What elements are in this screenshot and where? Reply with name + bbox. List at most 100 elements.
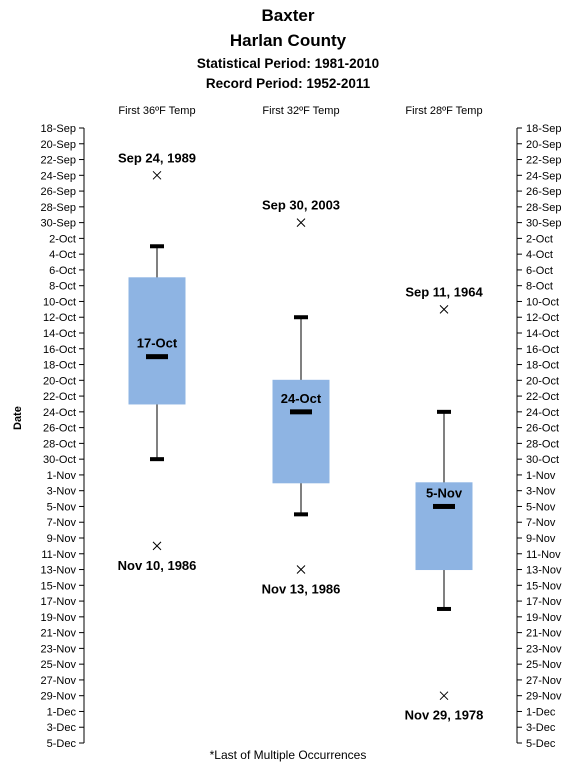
iqr-box: [415, 482, 473, 571]
y-tick-label-left: 5-Nov: [47, 501, 77, 513]
median-label: 17-Oct: [137, 336, 178, 351]
record-early-marker: [296, 218, 306, 227]
record-early-label: Sep 11, 1964: [405, 284, 483, 299]
record-period: Record Period: 1952-2011: [205, 76, 371, 91]
y-tick-label-right: 5-Dec: [526, 738, 556, 750]
y-tick-label-right: 10-Oct: [526, 296, 559, 308]
y-tick-label-right: 1-Dec: [526, 706, 556, 718]
y-tick-label-left: 19-Nov: [41, 612, 77, 624]
category-label-36: First 36ºF Temp: [118, 105, 196, 117]
footnote: *Last of Multiple Occurrences: [209, 748, 367, 762]
y-tick-label-left: 20-Sep: [41, 139, 76, 151]
median-bar: [290, 409, 312, 415]
y-tick-label-left: 26-Sep: [41, 186, 76, 198]
y-tick-label-right: 3-Dec: [526, 722, 556, 734]
y-tick-label-left: 12-Oct: [43, 312, 76, 324]
y-tick-label-left: 20-Oct: [43, 375, 76, 387]
y-tick-label-right: 12-Oct: [526, 312, 559, 324]
y-tick-label-left: 28-Oct: [43, 438, 76, 450]
y-tick-label-right: 8-Oct: [526, 281, 553, 293]
median-label: 5-Nov: [426, 485, 463, 500]
y-tick-label-left: 24-Oct: [43, 407, 76, 419]
record-late-marker: [439, 691, 449, 701]
y-tick-label-right: 23-Nov: [526, 643, 562, 655]
station-title: Baxter: [261, 6, 315, 25]
y-tick-label-right: 26-Sep: [526, 186, 561, 198]
y-tick-label-right: 26-Oct: [526, 423, 559, 435]
y-tick-label-right: 20-Sep: [526, 139, 561, 151]
y-tick-label-left: 1-Nov: [47, 470, 77, 482]
whisker-cap-late: [294, 512, 308, 517]
y-tick-label-left: 21-Nov: [41, 628, 77, 640]
y-tick-label-right: 4-Oct: [526, 249, 553, 261]
y-tick-label-left: 6-Oct: [49, 265, 76, 277]
record-early-marker: [152, 170, 162, 180]
y-tick-label-left: 13-Nov: [41, 565, 77, 577]
y-tick-label-left: 27-Nov: [41, 675, 77, 687]
category-label-28: First 28ºF Temp: [405, 105, 483, 117]
y-tick-label-left: 3-Dec: [47, 722, 77, 734]
statistical-period: Statistical Period: 1981-2010: [196, 56, 380, 71]
y-tick-label-right: 7-Nov: [526, 517, 556, 529]
y-tick-label-left: 28-Sep: [41, 202, 76, 214]
whisker-cap-early: [294, 315, 308, 320]
y-tick-label-left: 17-Nov: [41, 596, 77, 608]
y-tick-label-right: 14-Oct: [526, 328, 559, 340]
y-tick-label-left: 16-Oct: [43, 344, 76, 356]
y-tick-label-right: 21-Nov: [526, 628, 562, 640]
record-late-label: Nov 10, 1986: [118, 558, 197, 573]
y-tick-label-right: 28-Oct: [526, 438, 559, 450]
y-tick-label-left: 14-Oct: [43, 328, 76, 340]
iqr-box: [128, 277, 186, 405]
y-tick-label-left: 1-Dec: [47, 706, 77, 718]
y-tick-label-left: 7-Nov: [47, 517, 77, 529]
y-tick-label-right: 18-Oct: [526, 360, 559, 372]
y-tick-label-right: 19-Nov: [526, 612, 562, 624]
y-tick-label-right: 1-Nov: [526, 470, 556, 482]
y-tick-label-left: 4-Oct: [49, 249, 76, 261]
y-tick-label-left: 15-Nov: [41, 580, 77, 592]
y-tick-label-right: 17-Nov: [526, 596, 562, 608]
county-title: Harlan County: [229, 31, 347, 50]
record-late-marker: [296, 565, 306, 574]
y-tick-label-right: 24-Sep: [526, 170, 561, 182]
record-late-label: Nov 29, 1978: [405, 708, 484, 723]
y-tick-label-left: 3-Nov: [47, 486, 77, 498]
y-tick-label-left: 18-Oct: [43, 360, 76, 372]
record-late-label: Nov 13, 1986: [262, 582, 341, 597]
y-tick-label-left: 24-Sep: [41, 170, 76, 182]
y-tick-label-left: 22-Sep: [41, 155, 76, 167]
y-tick-label-right: 30-Sep: [526, 218, 561, 230]
record-early-label: Sep 30, 2003: [262, 198, 340, 213]
y-tick-label-right: 28-Sep: [526, 202, 561, 214]
y-tick-label-right: 13-Nov: [526, 565, 562, 577]
record-early-label: Sep 24, 1989: [118, 150, 196, 165]
category-label-32: First 32ºF Temp: [262, 105, 340, 117]
y-tick-label-right: 25-Nov: [526, 659, 562, 671]
median-label: 24-Oct: [281, 391, 322, 406]
y-tick-label-left: 30-Sep: [41, 218, 76, 230]
y-tick-label-left: 2-Oct: [49, 233, 76, 245]
whisker-cap-early: [437, 409, 451, 414]
y-tick-label-right: 24-Oct: [526, 407, 559, 419]
y-tick-label-left: 30-Oct: [43, 454, 76, 466]
y-tick-label-right: 30-Oct: [526, 454, 559, 466]
median-bar: [433, 503, 455, 509]
y-tick-label-left: 29-Nov: [41, 691, 77, 703]
record-late-marker: [152, 541, 162, 551]
y-tick-label-left: 18-Sep: [41, 123, 76, 135]
y-tick-label-left: 9-Nov: [47, 533, 77, 545]
whisker-cap-late: [437, 606, 451, 611]
y-tick-label-left: 11-Nov: [41, 549, 76, 561]
whisker-cap-early: [150, 244, 164, 249]
y-tick-label-left: 26-Oct: [43, 423, 76, 435]
y-tick-label-right: 20-Oct: [526, 375, 559, 387]
y-tick-label-left: 22-Oct: [43, 391, 76, 403]
y-tick-label-right: 6-Oct: [526, 265, 553, 277]
iqr-box: [272, 379, 330, 484]
y-tick-label-right: 5-Nov: [526, 501, 556, 513]
y-tick-label-right: 22-Oct: [526, 391, 559, 403]
y-tick-label-left: 23-Nov: [41, 643, 77, 655]
y-tick-label-right: 27-Nov: [526, 675, 562, 687]
